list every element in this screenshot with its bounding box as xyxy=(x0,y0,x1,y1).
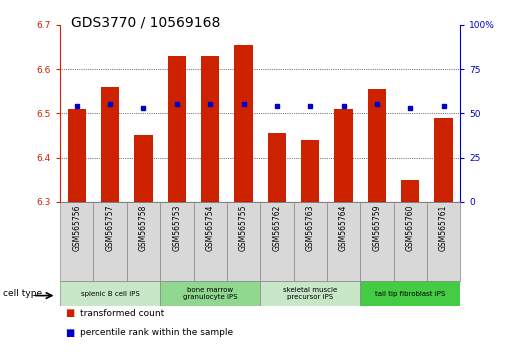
Text: GSM565754: GSM565754 xyxy=(206,204,214,251)
Text: GSM565763: GSM565763 xyxy=(306,204,315,251)
Bar xyxy=(268,133,286,202)
Bar xyxy=(427,202,460,281)
Bar xyxy=(127,202,160,281)
Bar xyxy=(134,135,153,202)
Text: GSM565760: GSM565760 xyxy=(406,204,415,251)
Bar xyxy=(360,202,393,281)
Bar xyxy=(394,202,427,281)
Text: ■: ■ xyxy=(65,328,75,338)
Text: GSM565755: GSM565755 xyxy=(239,204,248,251)
Bar xyxy=(401,179,419,202)
Text: transformed count: transformed count xyxy=(80,309,164,318)
Bar xyxy=(260,202,293,281)
Bar xyxy=(360,281,460,306)
Bar xyxy=(227,202,260,281)
Text: percentile rank within the sample: percentile rank within the sample xyxy=(80,328,233,337)
Text: GSM565753: GSM565753 xyxy=(173,204,181,251)
Bar xyxy=(234,45,253,202)
Bar xyxy=(327,202,360,281)
Bar xyxy=(368,89,386,202)
Text: tail tip fibroblast iPS: tail tip fibroblast iPS xyxy=(375,291,446,297)
Text: skeletal muscle
precursor iPS: skeletal muscle precursor iPS xyxy=(283,287,337,300)
Bar xyxy=(293,202,327,281)
Bar xyxy=(194,202,227,281)
Text: GSM565764: GSM565764 xyxy=(339,204,348,251)
Bar xyxy=(60,202,94,281)
Text: GSM565758: GSM565758 xyxy=(139,204,148,251)
Bar xyxy=(334,109,353,202)
Text: GSM565759: GSM565759 xyxy=(372,204,381,251)
Bar xyxy=(101,87,119,202)
Bar xyxy=(160,281,260,306)
Text: ■: ■ xyxy=(65,308,75,318)
Text: GSM565756: GSM565756 xyxy=(72,204,81,251)
Bar xyxy=(301,140,320,202)
Text: splenic B cell iPS: splenic B cell iPS xyxy=(81,291,140,297)
Bar xyxy=(94,202,127,281)
Bar xyxy=(168,56,186,202)
Text: GDS3770 / 10569168: GDS3770 / 10569168 xyxy=(71,16,220,30)
Text: GSM565761: GSM565761 xyxy=(439,204,448,251)
Bar xyxy=(67,109,86,202)
Text: GSM565762: GSM565762 xyxy=(272,204,281,251)
Bar xyxy=(260,281,360,306)
Text: GSM565757: GSM565757 xyxy=(106,204,115,251)
Bar xyxy=(160,202,194,281)
Text: bone marrow
granulocyte iPS: bone marrow granulocyte iPS xyxy=(183,287,237,300)
Bar xyxy=(435,118,453,202)
Bar xyxy=(201,56,219,202)
Bar xyxy=(60,281,160,306)
Text: cell type: cell type xyxy=(3,289,42,298)
